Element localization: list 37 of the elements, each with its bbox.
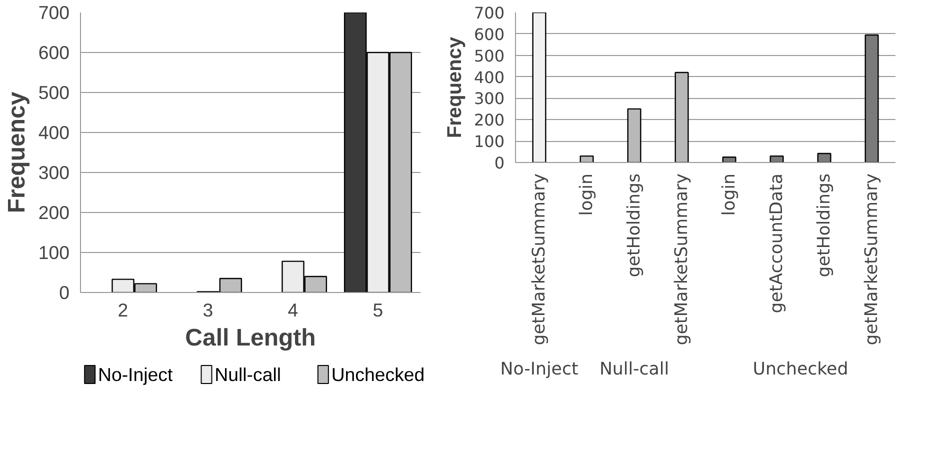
legend-label: Null-call (214, 364, 282, 385)
y-tick-label: 0 (494, 154, 505, 172)
y-tick-label: 200 (474, 110, 505, 130)
y-tick-label: 200 (38, 202, 70, 223)
y-tick-label: 0 (59, 282, 70, 303)
y-tick-label: 400 (38, 122, 70, 143)
x-tick-label: getHoldings (624, 173, 644, 278)
y-tick-label: 100 (474, 132, 505, 152)
x-tick-label: login (576, 173, 597, 216)
x-tick-label: 2 (118, 300, 128, 320)
x-axis-title: Call Length (185, 324, 316, 352)
legend-label: Unchecked (331, 364, 425, 385)
y-tick-label: 700 (474, 4, 505, 22)
x-tick-label: 5 (372, 300, 384, 320)
y-tick-label: 300 (474, 89, 505, 108)
text: Unchecked (752, 360, 848, 380)
y-axis-title: Frequency (444, 36, 466, 138)
y-tick-label: 600 (474, 24, 505, 44)
y-tick-label: 500 (38, 82, 70, 103)
x-tick-label: getMarketSummary (672, 173, 692, 346)
x-tick-label: 4 (288, 300, 298, 320)
y-tick-label: 400 (474, 68, 505, 87)
x-tick-label: getMarketSummary (529, 173, 550, 346)
y-tick-label: 100 (38, 242, 70, 263)
x-tick-label: getAccountData (766, 173, 787, 314)
y-tick-label: 500 (474, 46, 505, 66)
x-tick-label: 3 (202, 300, 214, 320)
text: No-Inject (500, 360, 578, 380)
y-axis-title: Frequency (3, 91, 30, 214)
legend-label: No-Inject (98, 364, 174, 385)
x-tick-label: getMarketSummary (862, 173, 882, 346)
text: Null-call (599, 360, 670, 380)
x-tick-label: getHoldings (814, 173, 834, 278)
y-tick-label: 600 (38, 42, 70, 63)
y-tick-label: 300 (38, 162, 70, 183)
y-tick-label: 700 (38, 2, 70, 23)
x-tick-label: login (719, 173, 740, 216)
